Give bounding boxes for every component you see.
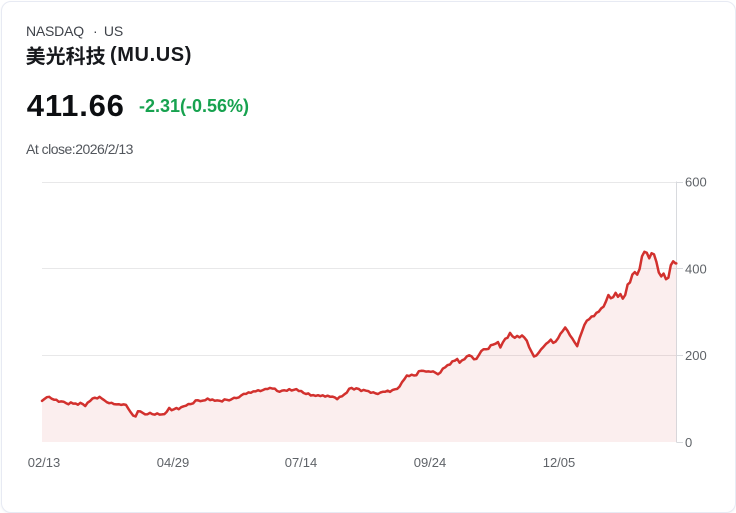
svg-text:400: 400 — [685, 261, 707, 276]
svg-text:12/05: 12/05 — [543, 455, 576, 470]
svg-text:07/14: 07/14 — [285, 455, 318, 470]
svg-text:200: 200 — [685, 348, 707, 363]
svg-text:0: 0 — [685, 435, 692, 450]
svg-text:04/29: 04/29 — [157, 455, 190, 470]
svg-text:02/13: 02/13 — [28, 455, 61, 470]
svg-text:600: 600 — [685, 175, 707, 190]
svg-text:09/24: 09/24 — [414, 455, 447, 470]
